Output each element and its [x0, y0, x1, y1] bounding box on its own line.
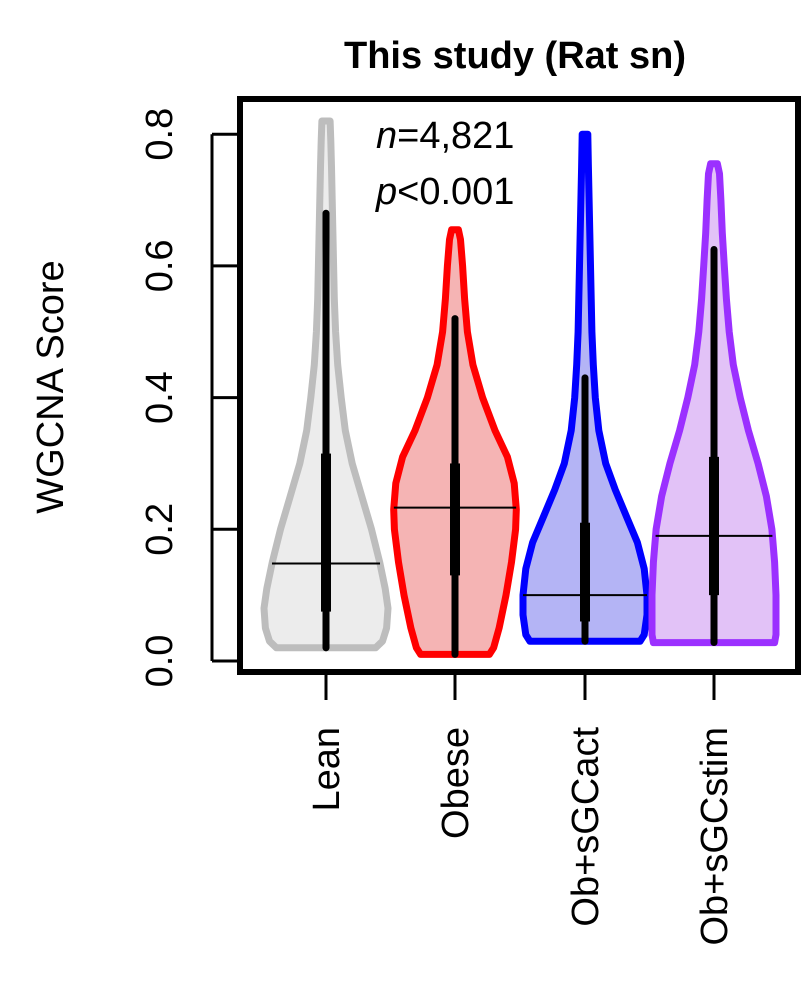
x-tick-label: Ob+sGCstim [694, 727, 736, 946]
chart-title: This study (Rat sn) [344, 35, 686, 77]
y-axis-title: WGCNA Score [30, 260, 72, 513]
violins [260, 117, 780, 658]
iqr-box-Obese [450, 463, 460, 576]
iqr-box-Ob+sGCact [580, 522, 590, 622]
y-axis: 0.0 0.2 0.4 0.6 0.8 [139, 108, 240, 688]
x-tick-label: Obese [435, 727, 477, 839]
x-tick-label: Lean [306, 727, 348, 812]
x-axis: Lean Obese Ob+sGCact Ob+sGCstim [306, 672, 736, 946]
y-tick-label: 0.0 [139, 635, 181, 688]
plot-frame [237, 96, 801, 675]
iqr-box-Lean [321, 453, 331, 612]
y-tick-label: 0.6 [139, 239, 181, 292]
p-symbol: p [375, 171, 397, 213]
y-tick-label: 0.8 [139, 108, 181, 161]
n-annotation: n=4,821 [376, 115, 514, 157]
p-value: <0.001 [397, 171, 514, 213]
n-symbol: n [376, 115, 397, 157]
y-tick-label: 0.2 [139, 503, 181, 556]
x-tick-label: Ob+sGCact [565, 727, 607, 927]
y-tick-label: 0.4 [139, 371, 181, 424]
n-value: =4,821 [397, 115, 514, 157]
p-annotation: p<0.001 [375, 171, 514, 213]
iqr-box-Ob+sGCstim [709, 456, 719, 596]
